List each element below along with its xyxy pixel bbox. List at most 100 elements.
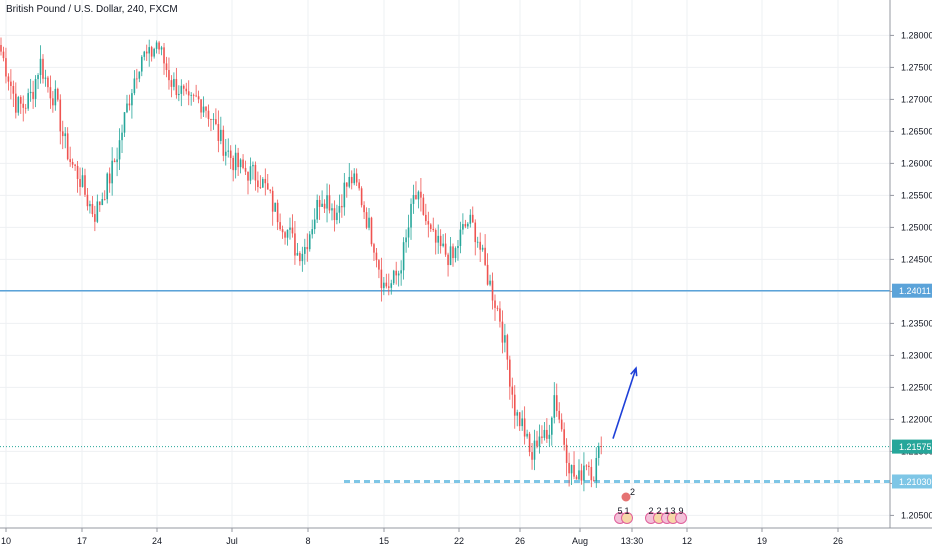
candle-body xyxy=(269,189,272,191)
candle xyxy=(363,201,365,220)
candle xyxy=(469,209,472,228)
event-flag-icon[interactable] xyxy=(620,491,632,503)
time-axis[interactable]: 10 17 24 Jul 8 15 22 26 Aug 13:30 12 19 26 xyxy=(0,527,932,546)
economic-events[interactable]: 25 1 2 2 1 3 9 xyxy=(614,487,687,524)
candle-body xyxy=(341,206,343,208)
candle xyxy=(276,199,279,231)
candle-body xyxy=(336,212,338,221)
candle-body xyxy=(116,159,118,163)
candle-body xyxy=(568,462,570,474)
candle xyxy=(52,90,54,113)
candle xyxy=(138,71,141,83)
candle-body xyxy=(244,167,247,172)
candle-body xyxy=(187,91,190,96)
candle xyxy=(150,45,153,62)
candle xyxy=(145,44,148,61)
candle-body xyxy=(47,77,49,88)
candle-body xyxy=(308,234,311,250)
time-tick-label: 12 xyxy=(682,536,692,546)
candle xyxy=(140,55,143,77)
candle-body xyxy=(390,283,393,288)
candle-body xyxy=(242,159,244,168)
candle-body xyxy=(516,412,519,416)
candle-body xyxy=(434,230,437,243)
candle-body xyxy=(138,71,141,79)
candle xyxy=(333,200,336,232)
candle xyxy=(491,272,494,310)
candle-body xyxy=(153,48,155,57)
candle xyxy=(560,413,563,432)
candle xyxy=(429,223,432,232)
candle-body xyxy=(425,214,427,222)
forecast-arrowhead xyxy=(630,366,638,377)
candle-body xyxy=(128,103,131,106)
candle-body xyxy=(479,241,481,250)
price-tick-label: 1.25000 xyxy=(901,222,932,232)
candle xyxy=(378,259,380,279)
candle xyxy=(294,220,296,265)
candle-body xyxy=(350,176,353,184)
time-tick-label: 26 xyxy=(833,536,843,546)
candle xyxy=(96,194,99,224)
candle xyxy=(521,410,523,431)
candle xyxy=(5,47,7,84)
candle-body xyxy=(2,51,5,59)
candle-body xyxy=(113,160,116,163)
candle xyxy=(432,217,435,232)
candle-body xyxy=(590,466,593,481)
candle xyxy=(7,73,10,91)
candle-body xyxy=(301,253,304,262)
candle-body xyxy=(494,300,496,308)
candle-body xyxy=(140,56,143,72)
candle xyxy=(220,116,222,145)
event-badge[interactable] xyxy=(675,512,687,524)
candle-body xyxy=(585,465,588,467)
candle-body xyxy=(365,212,368,228)
candle xyxy=(165,56,168,78)
candle xyxy=(121,124,123,154)
candle xyxy=(553,382,556,424)
candle-body xyxy=(271,190,274,212)
candle-body xyxy=(222,129,225,156)
candle-body xyxy=(49,87,52,99)
candle-body xyxy=(37,75,39,80)
candlestick-series xyxy=(0,37,603,492)
price-tick-label: 1.28000 xyxy=(901,30,932,40)
candle-body xyxy=(395,270,397,276)
candle xyxy=(516,409,519,427)
candle-body xyxy=(348,176,351,187)
event-badge-count: 2 xyxy=(648,506,653,516)
candle-body xyxy=(15,93,17,113)
candle-body xyxy=(583,465,585,481)
candle-body xyxy=(96,201,99,222)
event-badge-count: 1 xyxy=(624,506,629,516)
candle xyxy=(368,208,370,231)
candle-body xyxy=(103,199,106,200)
candle xyxy=(410,198,412,240)
price-axis[interactable]: 1.28000 1.27500 1.27000 1.26500 1.26000 1.255… xyxy=(889,0,932,528)
candle xyxy=(518,411,521,431)
candle xyxy=(415,181,417,200)
candle xyxy=(19,95,22,114)
candle xyxy=(133,70,136,96)
candle-body xyxy=(407,227,410,238)
candle xyxy=(459,221,462,254)
candle xyxy=(94,205,96,232)
candle-body xyxy=(61,131,64,137)
candle-body xyxy=(476,241,479,243)
candle xyxy=(108,167,111,193)
event-badge[interactable] xyxy=(621,512,633,524)
candle xyxy=(200,99,202,119)
candle xyxy=(420,177,422,212)
candle xyxy=(397,270,400,287)
candle-body xyxy=(570,464,573,474)
candle xyxy=(210,118,212,132)
candle xyxy=(511,377,514,409)
candle xyxy=(444,233,447,257)
candle xyxy=(365,207,368,230)
candle xyxy=(244,160,247,176)
candle xyxy=(538,424,541,454)
candle xyxy=(427,211,430,238)
candle-body xyxy=(165,63,168,71)
